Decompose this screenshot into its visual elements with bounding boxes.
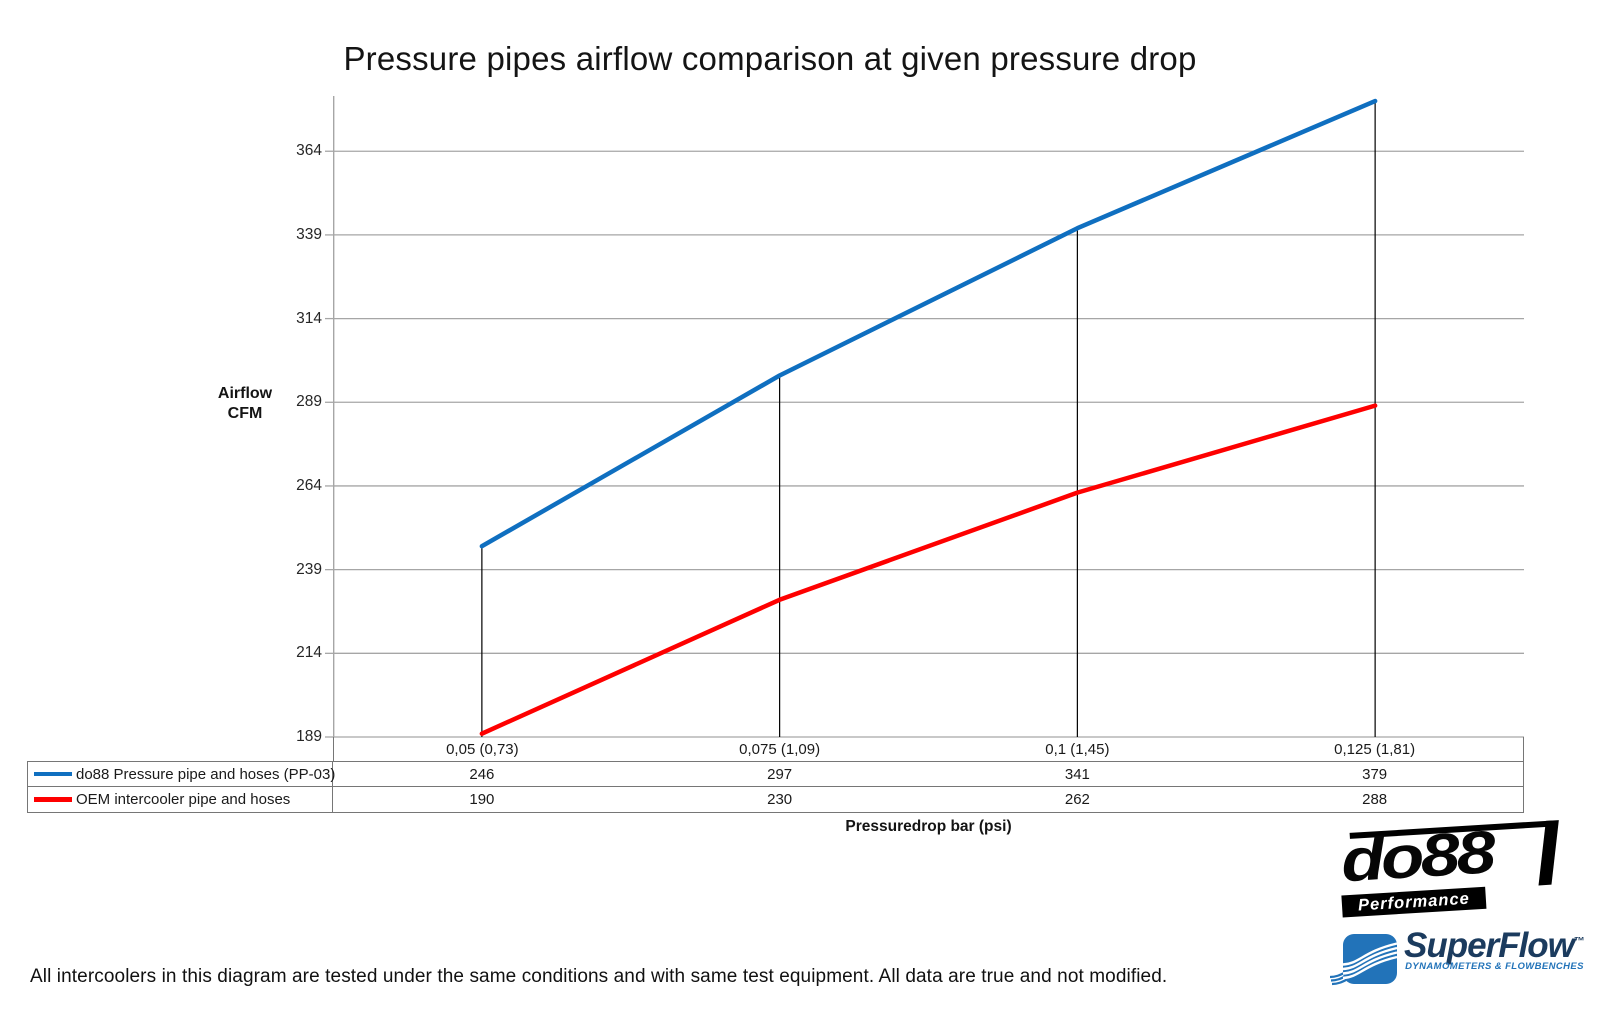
- table-value-cell: 246: [333, 762, 631, 787]
- y-tick-label: 364: [296, 142, 322, 160]
- superflow-trademark: ™: [1573, 935, 1585, 948]
- x-axis-title: Pressuredrop bar (psi): [845, 818, 1012, 835]
- y-tick-label: 314: [296, 309, 322, 327]
- table-value-cell: 262: [928, 787, 1227, 813]
- y-tick-label: 214: [296, 644, 322, 662]
- table-value-cell: 379: [1226, 762, 1524, 787]
- table-value-cell: 190: [333, 787, 631, 813]
- do88-logo-performance-text: Performance: [1357, 889, 1471, 915]
- y-tick-label: 189: [296, 728, 322, 745]
- category-label: 0,125 (1,81): [1226, 737, 1524, 762]
- chart-data-table: 0,05 (0,73) 0,075 (1,09) 0,1 (1,45) 0,125 (…: [27, 737, 1524, 813]
- do88-logo-right-bar: [1538, 820, 1559, 886]
- footer-disclaimer: All intercoolers in this diagram are tes…: [30, 966, 1168, 987]
- legend-swatch: [34, 771, 72, 777]
- category-label: 0,05 (0,73): [333, 737, 631, 762]
- legend-label: OEM intercooler pipe and hoses: [76, 791, 291, 808]
- y-tick-label: 289: [296, 393, 322, 411]
- table-value-cell: 297: [630, 762, 929, 787]
- y-tick-label: 339: [296, 225, 322, 243]
- superflow-name: SuperFlow: [1404, 926, 1575, 965]
- y-axis-title: Airflow CFM: [206, 384, 284, 424]
- do88-logo: do88 Performance: [1339, 818, 1568, 920]
- line-chart-plot: [325, 96, 1524, 738]
- superflow-logo: SuperFlow™ DYNAMOMETERS & FLOWBENCHES: [1330, 928, 1585, 988]
- legend-label: do88 Pressure pipe and hoses (PP-03): [76, 765, 336, 783]
- do88-logo-inner: do88 Performance: [1337, 812, 1571, 926]
- superflow-wave-icon: [1330, 934, 1398, 986]
- table-value-cell: 288: [1226, 787, 1524, 813]
- series-line-oem: [479, 403, 1378, 736]
- y-tick-label: 239: [296, 560, 322, 578]
- category-label: 0,1 (1,45): [928, 737, 1227, 762]
- superflow-wordmark: SuperFlow™: [1404, 926, 1585, 965]
- y-axis-title-line1: Airflow: [217, 385, 273, 402]
- table-value-cell: 230: [630, 787, 929, 813]
- category-label: 0,075 (1,09): [630, 737, 929, 762]
- superflow-text-block: SuperFlow™ DYNAMOMETERS & FLOWBENCHES: [1404, 926, 1585, 972]
- table-value-cell: 341: [928, 762, 1227, 787]
- series-line-do88: [479, 98, 1378, 549]
- legend-swatch: [34, 797, 72, 802]
- y-axis-title-line2: CFM: [227, 405, 263, 422]
- legend-cell: do88 Pressure pipe and hoses (PP-03): [27, 762, 336, 787]
- do88-logo-wordmark: do88: [1339, 818, 1495, 895]
- superflow-tagline: DYNAMOMETERS & FLOWBENCHES: [1405, 961, 1584, 972]
- y-tick-label: 264: [296, 476, 322, 494]
- table-corner-cell: [27, 737, 333, 762]
- chart-title: Pressure pipes airflow comparison at giv…: [343, 40, 1197, 77]
- legend-cell: OEM intercooler pipe and hoses: [27, 787, 333, 813]
